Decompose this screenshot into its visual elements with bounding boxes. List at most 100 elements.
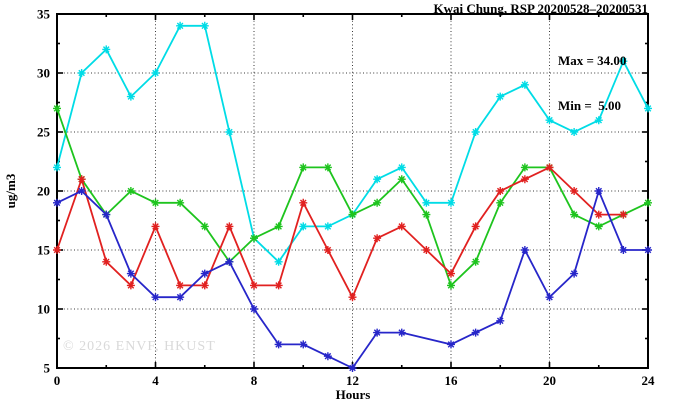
data-point-marker [447, 281, 455, 290]
data-point-marker [348, 210, 357, 219]
data-point-marker [397, 163, 406, 172]
data-point-marker [77, 187, 86, 195]
x-tick-label: 8 [251, 373, 258, 388]
series-line [56, 166, 624, 300]
data-point-marker [126, 92, 135, 101]
data-point-marker [471, 222, 480, 231]
data-point-marker [619, 210, 628, 219]
data-point-marker [619, 57, 628, 66]
data-point-marker [274, 281, 283, 290]
grid-layer [57, 14, 648, 368]
series-red [56, 166, 624, 300]
data-point-marker [200, 269, 209, 278]
data-point-marker [644, 198, 652, 207]
data-point-marker [496, 198, 505, 207]
axis-tick-labels: 5 10 15 20 25 30 35 0 4 8 12 16 20 24 [37, 7, 655, 389]
data-point-marker [323, 246, 332, 254]
data-point-marker [594, 187, 603, 195]
data-point-marker [348, 293, 357, 302]
data-point-marker [151, 293, 160, 302]
data-point-marker [447, 340, 455, 349]
data-point-marker [53, 246, 61, 254]
data-point-marker [644, 246, 652, 254]
data-point-marker [225, 128, 234, 136]
data-point-marker [225, 222, 234, 231]
data-point-marker [200, 222, 209, 231]
y-tick-label: 10 [37, 302, 50, 317]
max-min-annotation: Max = 34.00 Min = 5.00 [558, 23, 626, 143]
data-point-marker [471, 257, 480, 266]
data-point-marker [151, 198, 160, 207]
data-point-marker [274, 340, 283, 349]
x-tick-label: 24 [642, 373, 656, 388]
data-point-marker [471, 328, 480, 337]
data-point-marker [102, 45, 111, 54]
data-point-marker [594, 222, 603, 231]
data-point-marker [496, 316, 505, 325]
data-point-marker [471, 128, 480, 136]
data-point-marker [520, 80, 529, 89]
watermark: © 2026 ENVF, HKUST [63, 339, 216, 354]
data-point-marker [126, 269, 135, 278]
data-point-marker [250, 234, 258, 243]
data-point-marker [644, 104, 652, 113]
data-point-marker [422, 246, 431, 254]
data-point-marker [176, 198, 185, 207]
data-point-marker [102, 210, 111, 219]
data-point-marker [447, 269, 455, 278]
data-point-marker [250, 281, 258, 290]
data-point-marker [520, 246, 529, 254]
series-red-markers [53, 163, 628, 302]
data-point-marker [422, 210, 431, 219]
y-axis-label: ug/m3 [3, 173, 18, 209]
data-point-marker [250, 305, 258, 313]
y-tick-label: 25 [37, 125, 51, 140]
data-point-marker [323, 352, 332, 361]
data-point-marker [323, 222, 332, 231]
data-point-marker [299, 198, 308, 207]
y-tick-label: 30 [37, 66, 50, 81]
data-point-marker [570, 210, 579, 219]
data-point-marker [299, 163, 308, 172]
data-point-marker [102, 257, 111, 266]
data-point-marker [422, 198, 431, 207]
data-point-marker [373, 198, 382, 207]
data-point-marker [520, 163, 529, 172]
data-point-marker [53, 198, 61, 207]
data-point-marker [619, 246, 628, 254]
data-point-marker [200, 21, 209, 30]
data-point-marker [274, 222, 283, 231]
data-point-marker [299, 222, 308, 231]
x-axis-label: Hours [335, 387, 371, 402]
data-point-marker [126, 281, 135, 290]
data-point-marker [397, 222, 406, 231]
series-blue-markers [53, 187, 652, 372]
series-blue [56, 188, 648, 370]
data-point-marker [323, 163, 332, 172]
series-line [56, 188, 648, 370]
data-point-marker [200, 281, 209, 290]
data-point-marker [397, 328, 406, 337]
data-point-marker [53, 163, 61, 172]
data-point-marker [176, 281, 185, 290]
data-point-marker [397, 175, 406, 184]
data-point-marker [594, 210, 603, 219]
x-tick-label: 0 [54, 373, 61, 388]
y-tick-label: 20 [37, 184, 50, 199]
max-label: Max = 34.00 [558, 53, 627, 68]
data-point-marker [299, 340, 308, 349]
data-point-marker [447, 198, 455, 207]
data-point-marker [225, 257, 234, 266]
data-point-marker [496, 92, 505, 101]
data-point-marker [274, 257, 283, 266]
data-point-marker [520, 175, 529, 184]
data-point-marker [53, 104, 61, 113]
data-point-marker [126, 187, 135, 195]
data-point-marker [373, 175, 382, 184]
data-point-marker [373, 328, 382, 337]
data-point-marker [151, 69, 160, 77]
y-tick-label: 35 [37, 7, 51, 22]
chart-title: Kwai Chung, RSP 20200528–20200531 [433, 1, 648, 16]
